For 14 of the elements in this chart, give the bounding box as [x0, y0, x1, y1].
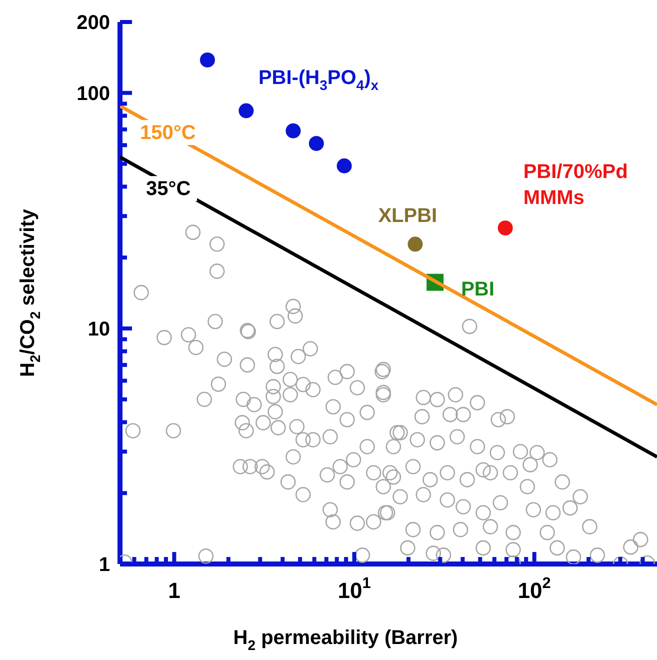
series-label: PBI [461, 278, 494, 300]
series-label: 35°C [146, 178, 191, 200]
x-tick-label: 10$^{1}$ [338, 575, 372, 603]
y-tick-label: 200 [76, 12, 110, 34]
series-label: XLPBI [378, 205, 438, 228]
y-tick-label: 100 [76, 82, 110, 105]
x-tick-label: 10$^{2}$ [518, 575, 551, 603]
series-label: 150°C [140, 122, 196, 144]
x-axis-title: H$_{2}$ permeability (Barrer) [233, 627, 458, 653]
y-tick-label: 10 [88, 318, 110, 340]
series-label: PBI/70%Pd MMMs [523, 160, 628, 209]
y-tick-label: 1 [98, 554, 110, 576]
series-label: PBI-(H$_{3}$PO$_{4}$)$_{x}$ [258, 66, 379, 93]
x-tick-label: 1 [168, 578, 180, 603]
